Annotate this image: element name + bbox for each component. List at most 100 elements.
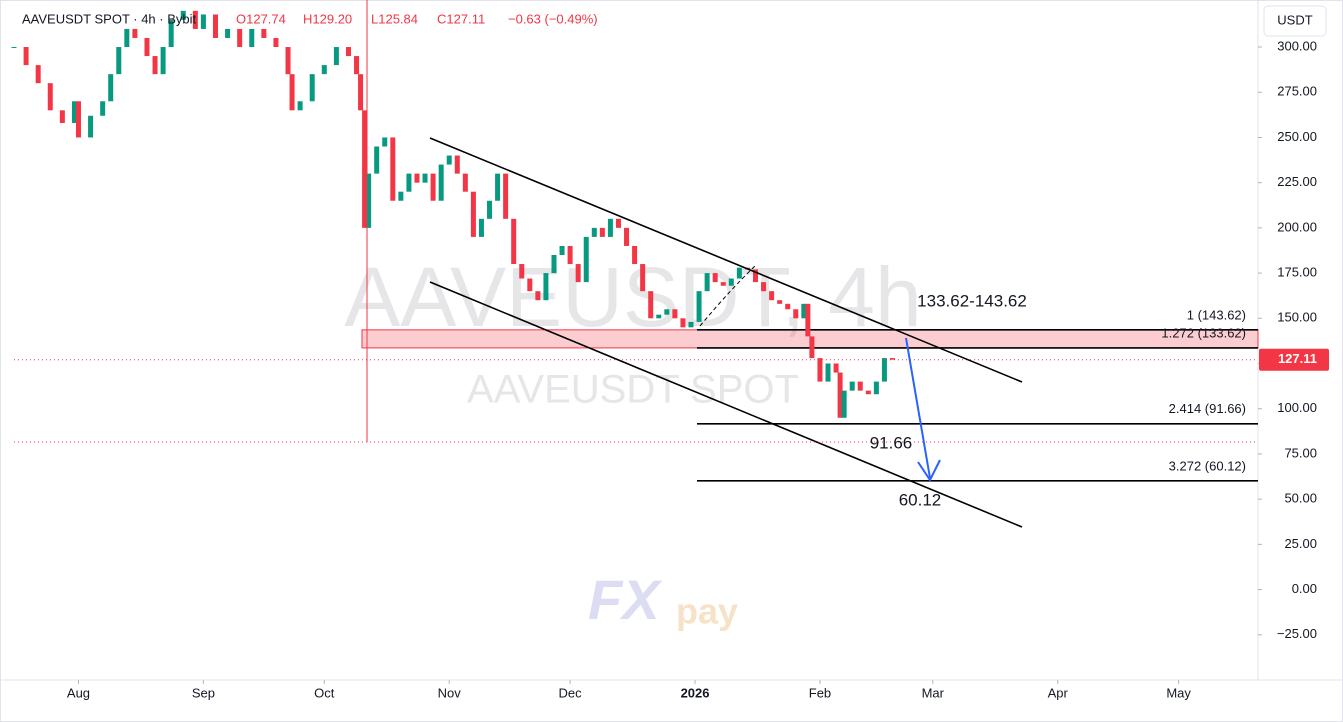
y-tick-label: 50.00 [1284, 491, 1317, 506]
candle [309, 74, 315, 102]
target-label: 91.66 [870, 433, 913, 452]
candle [833, 363, 839, 373]
candle [470, 191, 476, 237]
candle [857, 381, 863, 391]
candle [865, 390, 871, 395]
candle [23, 47, 29, 66]
currency-label[interactable]: USDT [1277, 12, 1312, 27]
candle [615, 218, 621, 228]
candle [769, 291, 775, 301]
x-tick-label: Oct [314, 685, 335, 700]
candle [180, 10, 186, 20]
x-tick-label: Nov [438, 685, 462, 700]
candle [362, 110, 368, 228]
candle [47, 83, 53, 111]
candle [881, 358, 887, 382]
candle [809, 336, 815, 359]
candle [71, 101, 77, 123]
candle [225, 28, 231, 38]
candle [273, 37, 279, 48]
currency-button[interactable] [1263, 5, 1327, 37]
y-tick-label: 275.00 [1277, 84, 1317, 99]
candle [503, 173, 509, 219]
ohlc-high: H129.20 [303, 11, 352, 26]
header: AAVEUSDT SPOT · 4h · Bybit O127.74 H129.… [22, 11, 598, 26]
symbol: AAVEUSDT SPOT · 4h · Bybit [22, 11, 196, 26]
candle [495, 173, 501, 201]
candle [696, 291, 702, 322]
candle [249, 28, 255, 48]
candle [889, 358, 895, 360]
candle [358, 74, 364, 111]
zone-label: 133.62-143.62 [917, 291, 1027, 310]
y-tick-label: 150.00 [1277, 310, 1317, 325]
channel-upper [429, 137, 1023, 383]
drawings [14, 0, 1258, 528]
candle [438, 164, 444, 201]
candle [624, 227, 630, 246]
logo-fx: FX [588, 568, 663, 631]
watermark: AAVEUSDT, 4h AAVEUSDT SPOT FX pay [344, 250, 921, 631]
candle [648, 291, 654, 319]
y-tick-label: 75.00 [1284, 445, 1317, 460]
candle [390, 137, 396, 201]
candle [430, 173, 436, 201]
candle [591, 227, 597, 237]
candle [527, 278, 533, 292]
candle [75, 101, 81, 138]
candle [462, 173, 468, 192]
watermark-sub: AAVEUSDT SPOT [467, 368, 799, 412]
candle [607, 218, 613, 237]
candle [366, 173, 372, 228]
candle [100, 101, 106, 116]
y-tick-label: 200.00 [1277, 219, 1317, 234]
candle [446, 155, 452, 165]
candle [285, 47, 291, 75]
candle [511, 218, 517, 265]
candle [454, 155, 460, 174]
candle [664, 309, 670, 315]
logo-pay: pay [676, 591, 738, 632]
candle [583, 236, 589, 283]
candle [873, 381, 879, 395]
candle [212, 14, 218, 38]
candle [680, 318, 686, 328]
candle [345, 47, 351, 57]
candle [543, 273, 549, 301]
candle [752, 269, 758, 283]
candle [841, 390, 847, 418]
ohlc-low: L125.84 [371, 11, 418, 26]
last-price-label: 127.11 [1278, 351, 1317, 366]
candle [785, 303, 791, 310]
x-tick-label: 2026 [681, 685, 710, 700]
fib-swing [699, 265, 756, 327]
fib-label: 2.414 (91.66) [1169, 401, 1246, 416]
x-tick-label: Dec [559, 685, 583, 700]
x-tick-label: May [1166, 685, 1191, 700]
candle [289, 74, 295, 111]
channel-lower [429, 281, 1023, 528]
candle [825, 363, 831, 382]
candle [116, 47, 122, 75]
ohlc-close: C127.11 [437, 11, 485, 26]
candle [656, 314, 662, 319]
arrow-shaft [905, 337, 931, 479]
candle [793, 309, 799, 319]
candle [59, 110, 65, 123]
candle [849, 381, 855, 391]
candle [640, 264, 646, 292]
candle [144, 37, 150, 57]
candle [805, 303, 811, 337]
y-tick-label: 175.00 [1277, 265, 1317, 280]
candle [736, 267, 742, 279]
ohlc-open: O127.74 [236, 11, 286, 26]
candle [478, 218, 484, 237]
candle [192, 10, 198, 29]
candle [382, 137, 388, 147]
fib-label: 3.272 (60.12) [1169, 458, 1246, 473]
x-tick-label: Feb [809, 685, 831, 700]
x-tick-label: Sep [192, 685, 215, 700]
candle [160, 47, 166, 75]
